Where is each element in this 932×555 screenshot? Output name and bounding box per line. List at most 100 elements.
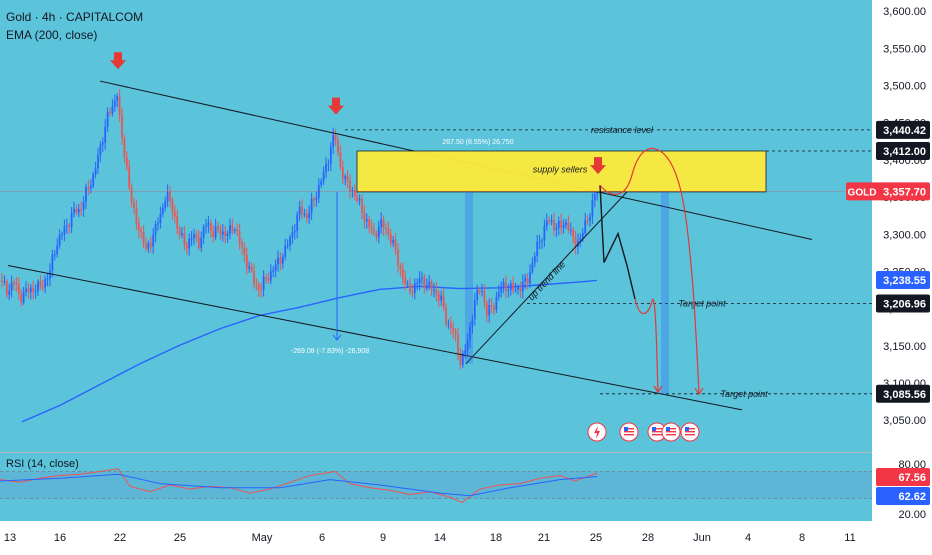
candle-body [80,208,83,210]
candle-body [77,208,80,213]
candle-body [337,140,339,153]
rsi-value-label: 67.56 [898,472,926,484]
candle-body [394,239,397,250]
candle-body [284,245,287,257]
candle-body [411,291,414,293]
chart-title: Gold · 4h · CAPITALCOM [6,10,144,24]
candle-body [286,245,289,247]
rsi-ma-value-tag [876,487,930,505]
candle-body [572,229,575,237]
candle-body [253,270,255,285]
price-tag [876,294,930,313]
measure-arrowhead-left [332,334,342,341]
candle-body [430,281,433,291]
candle-body [291,232,294,238]
candle-body [322,172,325,181]
candle-body [224,231,227,236]
down-arrow-icon [328,97,344,115]
target2-label: Target point [720,389,768,399]
candle-body [37,281,39,292]
candle-body [272,270,275,272]
candle-body [413,283,416,293]
candle-body [380,219,383,227]
candle-body [116,96,119,101]
candle-body [296,214,299,232]
candle-body [157,223,159,225]
candle-body [140,230,143,233]
time-axis-bg [0,521,872,550]
flag-canton [685,427,689,431]
candle-body [181,233,183,236]
candle-body [401,269,404,278]
candle-body [243,247,246,256]
down-arrow-icon [110,52,126,70]
candle-body [58,235,61,246]
candle-body [461,353,464,366]
candle-body [591,200,594,217]
candle-body [53,254,56,256]
candle-body [550,220,553,222]
candle-body [250,266,253,271]
resistance-label: resistance level [591,125,654,135]
x-tick-label: 25 [174,532,186,544]
candle-body [497,292,500,298]
candle-body [361,199,363,213]
rsi-band [0,471,872,499]
candle-body [85,187,87,202]
candle-body [111,106,114,114]
flag-stripe [652,434,662,436]
candle-body [310,198,313,213]
rsi-value-tag [876,468,930,486]
flag-stripe [652,431,662,433]
candle-body [469,326,471,341]
candle-body [339,152,342,168]
y-tick-label: 3,050.00 [883,415,926,427]
candle-body [382,219,385,229]
price-pane-bg [0,0,872,452]
flag-stripe [685,428,695,430]
candle-body [46,278,49,280]
measure-bar-right [661,191,669,394]
candle-body [488,305,491,316]
x-tick-label: 16 [54,532,66,544]
candle-body [49,270,51,279]
flag-canton [652,427,656,431]
candle-body [313,198,315,201]
red-arrowhead-1 [653,385,663,394]
candle-body [481,290,483,293]
candle-body [214,226,217,238]
price-tag [876,271,930,290]
candle-body [29,287,32,293]
candle-body [142,232,145,244]
candle-body [15,282,18,285]
candle-body [226,233,229,236]
candle-body [548,220,551,222]
candle-body [267,278,270,281]
candle-body [560,220,563,228]
candle-body [212,231,215,238]
rsi-ma-line [0,473,598,497]
candle-body [473,300,476,320]
flag-stripe [624,431,634,433]
candle-body [75,208,78,213]
candle-body [178,228,181,236]
candle-body [301,206,303,215]
candle-body [555,227,558,230]
candle-body [5,281,8,295]
candle-body [543,225,546,241]
price-tag-label: 3,206.96 [883,299,926,311]
red-projection-secondary [634,298,659,393]
candle-body [495,297,498,310]
candle-body [274,264,277,271]
red-projection-main [599,147,700,395]
price-tag [876,120,930,139]
candle-body [231,225,234,231]
candle-body [483,290,486,303]
candle-body [173,212,176,217]
candle-body [255,284,258,286]
price-tag-label: 3,412.00 [883,146,926,158]
projection-path [599,185,636,300]
candle-body [392,239,395,244]
candle-body [147,243,150,249]
